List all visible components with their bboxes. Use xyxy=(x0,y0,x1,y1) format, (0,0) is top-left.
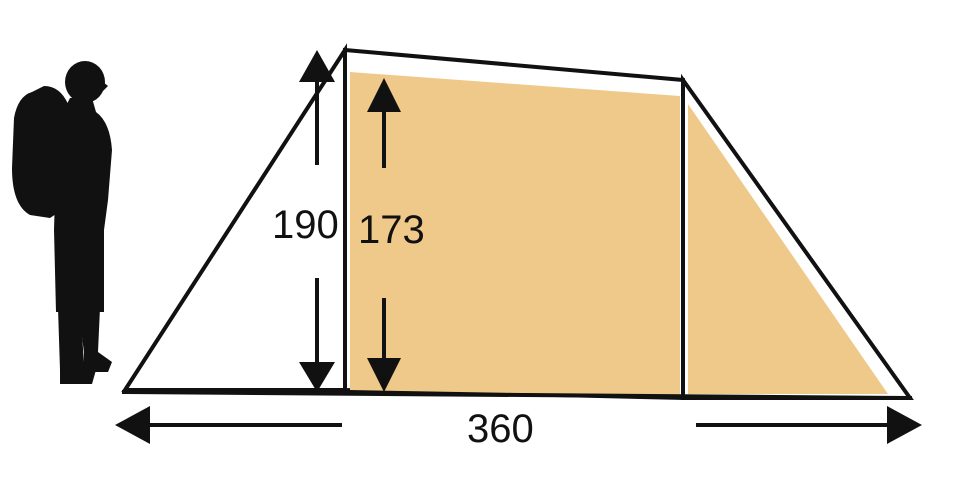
outer-height-label: 190 xyxy=(272,203,339,247)
inner-height-arrow xyxy=(367,78,401,392)
arrowhead-up-icon xyxy=(367,78,401,112)
tent-inner-fill xyxy=(350,72,680,396)
arrowhead-right-icon xyxy=(887,406,922,444)
arrowhead-down-icon xyxy=(299,362,335,392)
length-label: 360 xyxy=(467,407,534,451)
inner-height-label: 173 xyxy=(358,208,425,252)
arrowhead-down-icon xyxy=(367,358,401,392)
tent-floor-line xyxy=(121,390,913,400)
tent-right-inner-fill xyxy=(688,104,888,394)
arrowhead-up-icon xyxy=(299,50,335,82)
arrowhead-left-icon xyxy=(115,406,150,444)
length-arrow xyxy=(115,406,922,444)
hiker-silhouette-icon xyxy=(12,61,112,384)
outer-height-arrow xyxy=(299,50,335,392)
